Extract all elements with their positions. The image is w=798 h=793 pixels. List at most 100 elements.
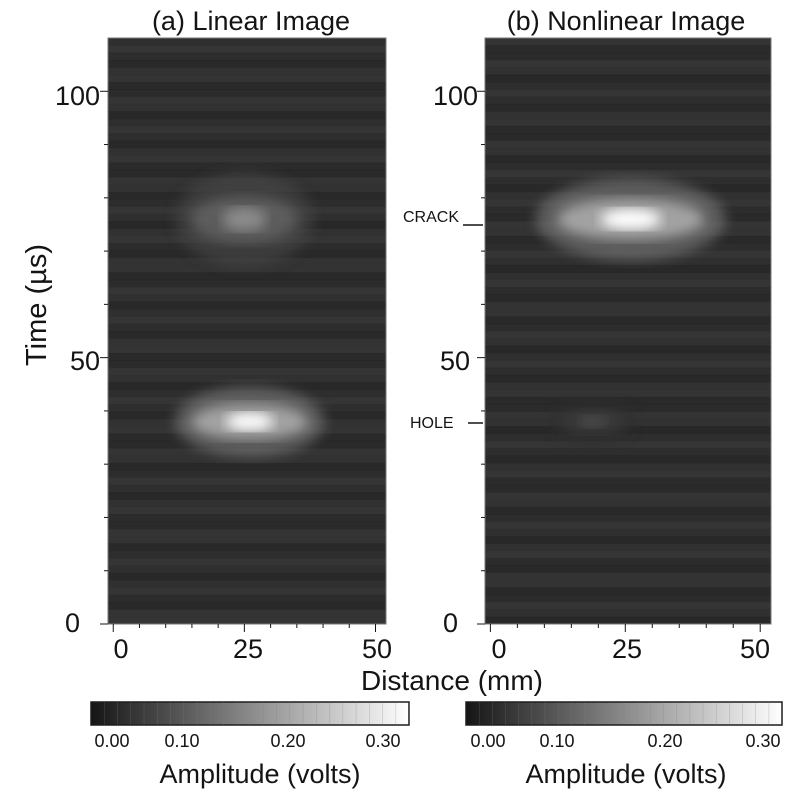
texture-band xyxy=(108,580,386,588)
y-axis-label: Time (µs) xyxy=(21,244,53,366)
colorbar-a-tick-1: 0.10 xyxy=(164,731,199,751)
texture-band xyxy=(485,580,771,588)
colorbar-cell xyxy=(143,701,158,726)
colorbar-cell xyxy=(316,701,330,726)
texture-band xyxy=(108,572,386,581)
texture-band xyxy=(108,133,386,141)
texture-band xyxy=(485,265,771,273)
colorbar-cell xyxy=(636,701,651,726)
texture-band xyxy=(485,301,771,310)
colorbar-cell xyxy=(329,701,344,726)
colorbar-a-tick-2: 0.20 xyxy=(270,731,305,751)
texture-band xyxy=(485,353,771,361)
texture-band xyxy=(485,550,771,559)
colorbar-cell xyxy=(342,701,357,726)
texture-band xyxy=(108,477,386,486)
texture-band xyxy=(108,103,386,112)
texture-band xyxy=(108,382,386,391)
texture-band xyxy=(485,316,771,325)
texture-band xyxy=(108,140,386,149)
x-axis-label: Distance (mm) xyxy=(361,665,543,696)
texture-band xyxy=(485,572,771,581)
colorbar-a-gradient xyxy=(90,701,410,726)
colorbar-cell xyxy=(663,701,677,726)
colorbar-a-label: Amplitude (volts) xyxy=(159,759,360,789)
colorbar-cell xyxy=(584,701,598,726)
texture-band xyxy=(485,594,771,603)
colorbar-b-tick-2: 0.20 xyxy=(647,731,682,751)
panel-a-ytick-100: 100 xyxy=(55,81,100,111)
texture-band xyxy=(108,374,386,383)
texture-band xyxy=(108,96,386,105)
texture-band xyxy=(485,396,771,405)
panel-a-ytick-50: 50 xyxy=(70,346,100,376)
texture-band xyxy=(108,484,386,493)
texture-band xyxy=(108,345,386,354)
texture-band xyxy=(485,528,771,537)
texture-band xyxy=(108,111,386,120)
texture-band xyxy=(485,125,771,134)
texture-band xyxy=(108,316,386,325)
texture-band xyxy=(108,558,386,566)
texture-band xyxy=(485,338,771,347)
texture-band xyxy=(108,594,386,603)
texture-band xyxy=(108,89,386,98)
texture-band xyxy=(485,111,771,120)
texture-band xyxy=(485,506,771,515)
colorbar-cell xyxy=(505,701,519,726)
texture-band xyxy=(108,155,386,163)
panel-b-heatmap xyxy=(477,37,772,632)
texture-band xyxy=(108,147,386,156)
panel-b-xtick-25: 25 xyxy=(612,634,642,664)
texture-band xyxy=(485,52,771,61)
colorbar-cell xyxy=(676,701,691,726)
colorbar-cell xyxy=(289,701,304,726)
texture-band xyxy=(108,506,386,515)
colorbar-a-tick-3: 0.30 xyxy=(365,731,400,751)
colorbar-cell xyxy=(571,701,585,726)
texture-band xyxy=(108,125,386,134)
texture-band xyxy=(108,360,386,369)
colorbar-cell xyxy=(183,701,198,726)
texture-band xyxy=(485,279,771,288)
colorbar-cell xyxy=(492,701,506,726)
hole-label: HOLE xyxy=(410,415,454,432)
texture-band xyxy=(108,528,386,537)
colorbar-cell xyxy=(715,701,730,726)
texture-band xyxy=(485,60,771,68)
colorbar-cell xyxy=(170,701,185,726)
texture-band xyxy=(485,543,771,552)
colorbar-cell xyxy=(236,701,251,726)
texture-band xyxy=(485,374,771,383)
colorbar-cell xyxy=(263,701,277,726)
colorbar-cell xyxy=(117,701,132,726)
texture-band xyxy=(108,323,386,332)
texture-band xyxy=(485,133,771,141)
colorbar-cell xyxy=(223,701,238,726)
colorbar-cell xyxy=(382,701,397,726)
texture-band xyxy=(485,521,771,530)
texture-band xyxy=(108,587,386,596)
texture-band xyxy=(108,543,386,552)
texture-band xyxy=(485,602,771,610)
texture-band xyxy=(485,477,771,486)
panel-a-xtick-0: 0 xyxy=(113,634,128,664)
texture-band xyxy=(485,565,771,574)
texture-band xyxy=(485,45,771,54)
colorbar-b-tick-0: 0.00 xyxy=(470,731,505,751)
texture-band xyxy=(108,272,386,281)
colorbar-cell xyxy=(90,701,105,726)
colorbar-cell xyxy=(689,701,704,726)
texture-band xyxy=(108,462,386,471)
texture-band xyxy=(108,367,386,376)
texture-band xyxy=(108,309,386,317)
texture-band xyxy=(485,118,771,127)
texture-band xyxy=(108,118,386,127)
colorbar-a xyxy=(90,701,410,726)
panel-b-title: (b) Nonlinear Image xyxy=(507,6,746,36)
colorbar-cell xyxy=(742,701,756,726)
panel-b-ytick-100: 100 xyxy=(433,81,478,111)
texture-band xyxy=(485,492,771,500)
texture-band xyxy=(485,404,771,413)
colorbar-cell xyxy=(369,701,383,726)
